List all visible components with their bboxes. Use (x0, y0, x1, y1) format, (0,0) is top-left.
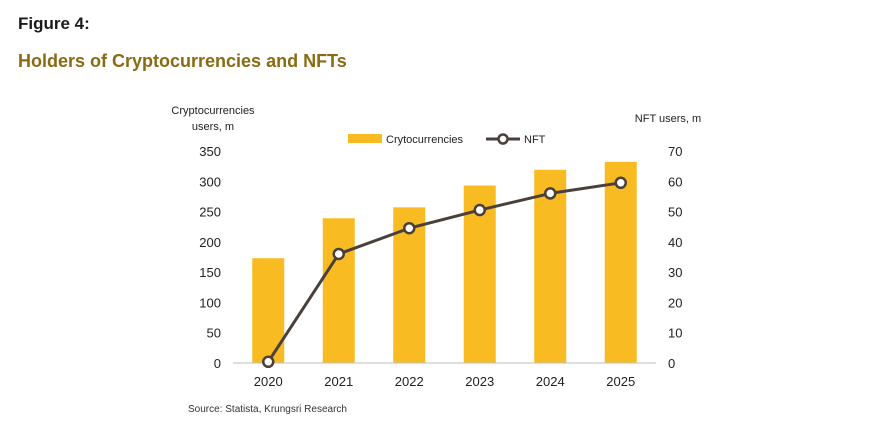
left-tick-label: 0 (214, 356, 221, 371)
x-tick-label: 2020 (254, 374, 283, 389)
legend: Crytocurrencies NFT (348, 133, 546, 146)
left-tick-label: 350 (199, 144, 221, 159)
chart-title: Holders of Cryptocurrencies and NFTs (18, 51, 347, 71)
nft-point-2021 (332, 247, 345, 261)
legend-label-nft: NFT (524, 134, 546, 146)
nft-series (262, 176, 627, 369)
right-tick-label: 0 (668, 356, 675, 371)
axis-ticks: 0 50 100 150 200 250 300 350 0 10 20 30 40 50 60 70 2020… (199, 144, 682, 389)
x-tick-label: 2025 (606, 374, 635, 389)
right-axis-label: NFT users, m (635, 113, 701, 125)
left-tick-label: 50 (207, 326, 221, 341)
left-axis-label-line1: Cryptocurrencies (171, 105, 255, 117)
bars-group (252, 161, 637, 363)
nft-series-line (266, 181, 621, 363)
legend-swatch-nft-marker (497, 133, 509, 145)
figure-label: Figure 4: (18, 14, 90, 33)
nft-point-2024 (544, 187, 557, 200)
x-tick-label: 2024 (536, 374, 565, 389)
bar-2024 (534, 169, 567, 363)
right-tick-label: 70 (668, 144, 682, 159)
bar-2025 (604, 161, 637, 363)
nft-point-2020 (262, 355, 275, 369)
left-tick-label: 100 (199, 295, 221, 310)
legend-label-crypto: Crytocurrencies (386, 134, 464, 146)
source-note: Source: Statista, Krungsri Research (188, 404, 347, 415)
right-tick-label: 50 (668, 205, 682, 220)
x-tick-label: 2022 (395, 374, 424, 389)
left-tick-label: 200 (199, 235, 221, 250)
right-tick-label: 30 (668, 265, 682, 280)
left-axis-label-line2: users, m (192, 121, 234, 133)
x-tick-label: 2021 (324, 374, 353, 389)
legend-swatch-crypto (348, 134, 382, 143)
left-tick-label: 150 (199, 265, 221, 280)
right-tick-label: 60 (668, 174, 682, 189)
nft-point-2023 (473, 203, 486, 217)
x-tick-label: 2023 (465, 374, 494, 389)
bar-2021 (322, 218, 355, 363)
nft-point-2025 (614, 176, 627, 190)
left-tick-label: 300 (199, 174, 221, 189)
nft-point-2022 (403, 221, 416, 235)
right-tick-label: 20 (668, 295, 682, 310)
right-tick-label: 40 (668, 235, 682, 250)
right-tick-label: 10 (668, 326, 682, 341)
left-tick-label: 250 (199, 205, 221, 220)
